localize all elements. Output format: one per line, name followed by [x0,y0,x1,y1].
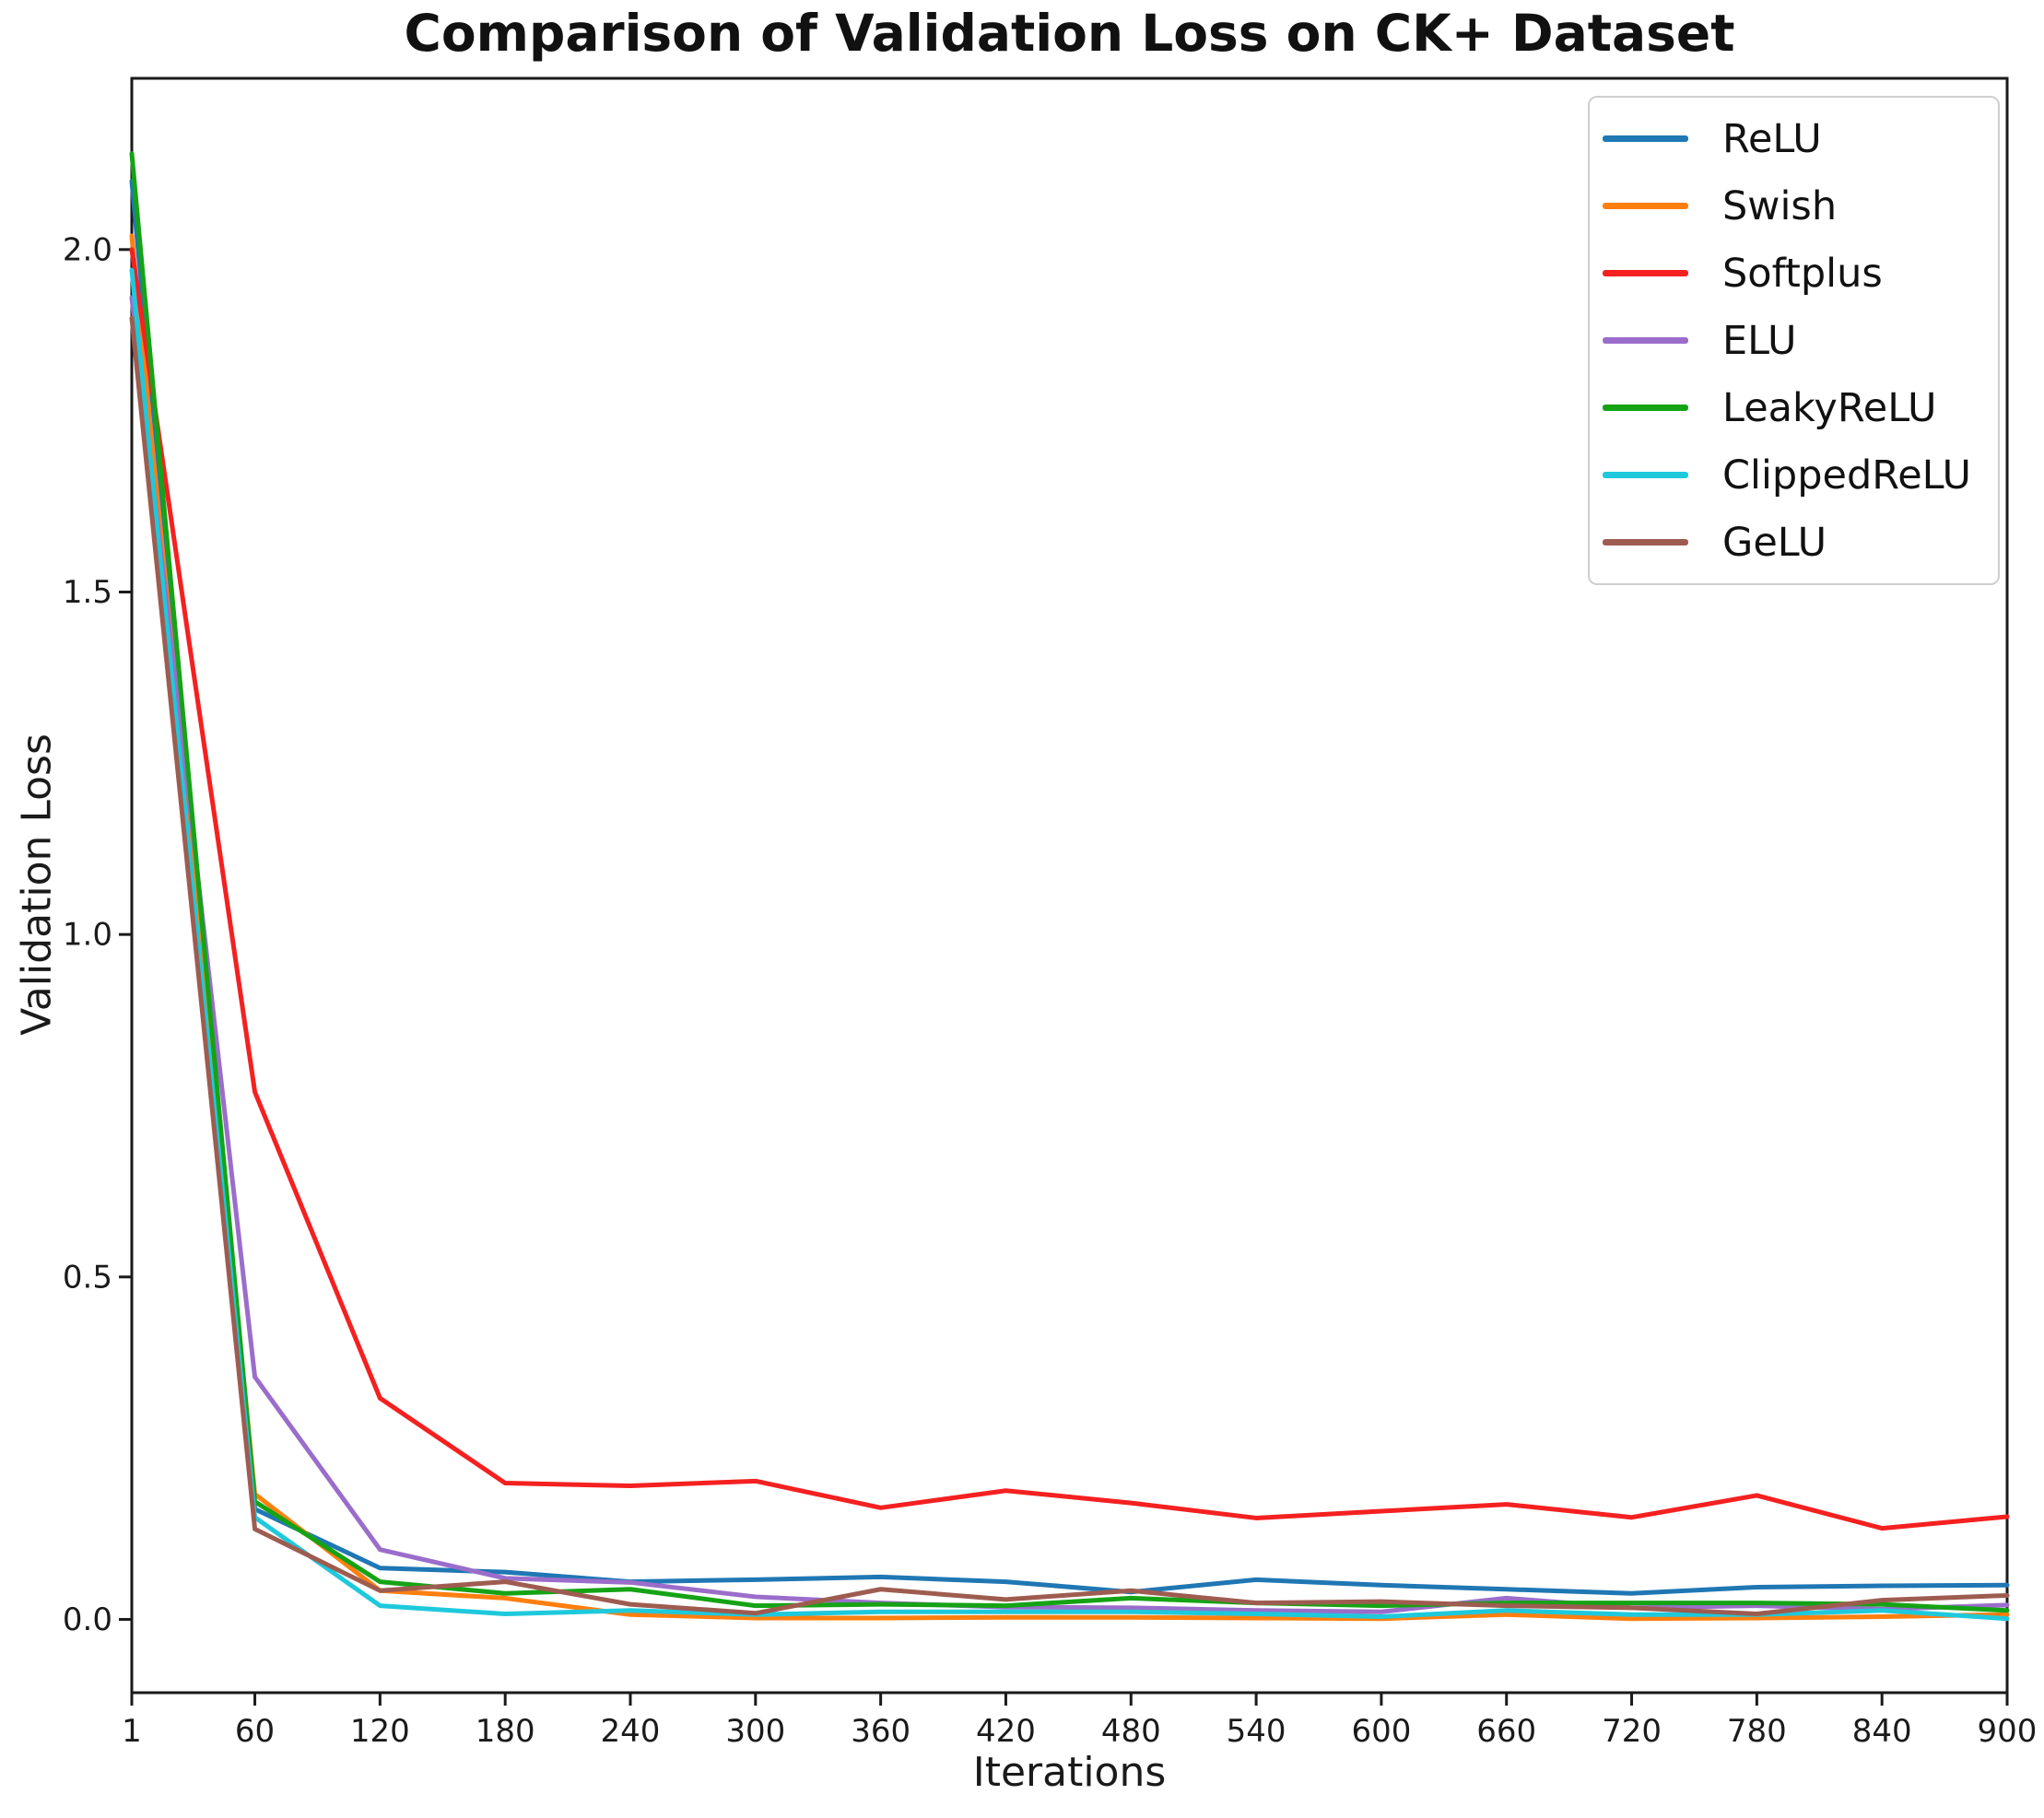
legend-label: Swish [1722,182,1838,229]
series-line-elu [129,295,2010,1614]
y-tick-label: 2.0 [63,231,112,268]
legend-swatch-gelu [1603,539,1688,545]
y-tick-label: 0.0 [63,1601,112,1638]
x-tick-label: 420 [976,1713,1036,1750]
axes-spines [130,76,2009,1695]
x-tick-label: 360 [851,1713,910,1750]
legend-entry-gelu: GeLU [1603,509,1998,576]
legend-entry-clippedrelu: ClippedReLU [1603,441,1998,509]
legend-entry-leakyrelu: LeakyReLU [1603,374,1998,441]
x-tick-label: 180 [476,1713,535,1750]
series-line-swish [129,233,2010,1622]
x-tick-label: 540 [1227,1713,1286,1750]
x-tick-label: 240 [601,1713,661,1750]
y-tick-label: 1.5 [63,574,112,611]
legend-swatch-clippedrelu [1603,472,1688,478]
legend-swatch-elu [1603,337,1688,344]
chart-title: Comparison of Validation Loss on CK+ Dat… [404,4,1735,63]
x-tick-label: 900 [1978,1713,2038,1750]
legend-entry-softplus: Softplus [1603,240,1998,307]
x-tick-label: 300 [725,1713,785,1750]
x-tick-label: 840 [1852,1713,1912,1750]
legend-entry-relu: ReLU [1603,105,1998,172]
x-axis-label: Iterations [972,1749,1167,1796]
legend-label: GeLU [1722,519,1827,566]
x-tick-label: 660 [1476,1713,1536,1750]
y-tick-label: 1.0 [63,917,112,954]
legend-swatch-swish [1603,203,1688,209]
x-tick-label: 60 [235,1713,275,1750]
legend-label: ReLU [1722,115,1822,162]
legend: ReLU Swish Softplus ELU LeakyReLU ClippedReLU… [1588,96,2000,585]
legend-entry-swish: Swish [1603,172,1998,240]
legend-swatch-relu [1603,135,1688,142]
series-line-softplus [129,247,2010,1531]
legend-label: ClippedReLU [1722,452,1971,498]
x-tick-label: 480 [1101,1713,1161,1750]
legend-swatch-softplus [1603,270,1688,276]
legend-label: LeakyReLU [1722,384,1937,431]
x-tick-label: 1 [122,1713,142,1750]
series-line-relu [129,178,2010,1596]
series-line-clippedrelu [129,267,2010,1622]
legend-swatch-leakyrelu [1603,405,1688,411]
series-line-gelu [129,315,2010,1617]
y-tick-label: 0.5 [63,1259,112,1296]
y-axis-label: Validation Loss [13,733,61,1036]
legend-label: ELU [1722,317,1797,364]
legend-entry-elu: ELU [1603,307,1998,374]
legend-label: Softplus [1722,250,1883,297]
x-tick-label: 720 [1602,1713,1662,1750]
x-tick-label: 780 [1727,1713,1787,1750]
x-tick-label: 120 [350,1713,410,1750]
x-tick-label: 600 [1351,1713,1411,1750]
